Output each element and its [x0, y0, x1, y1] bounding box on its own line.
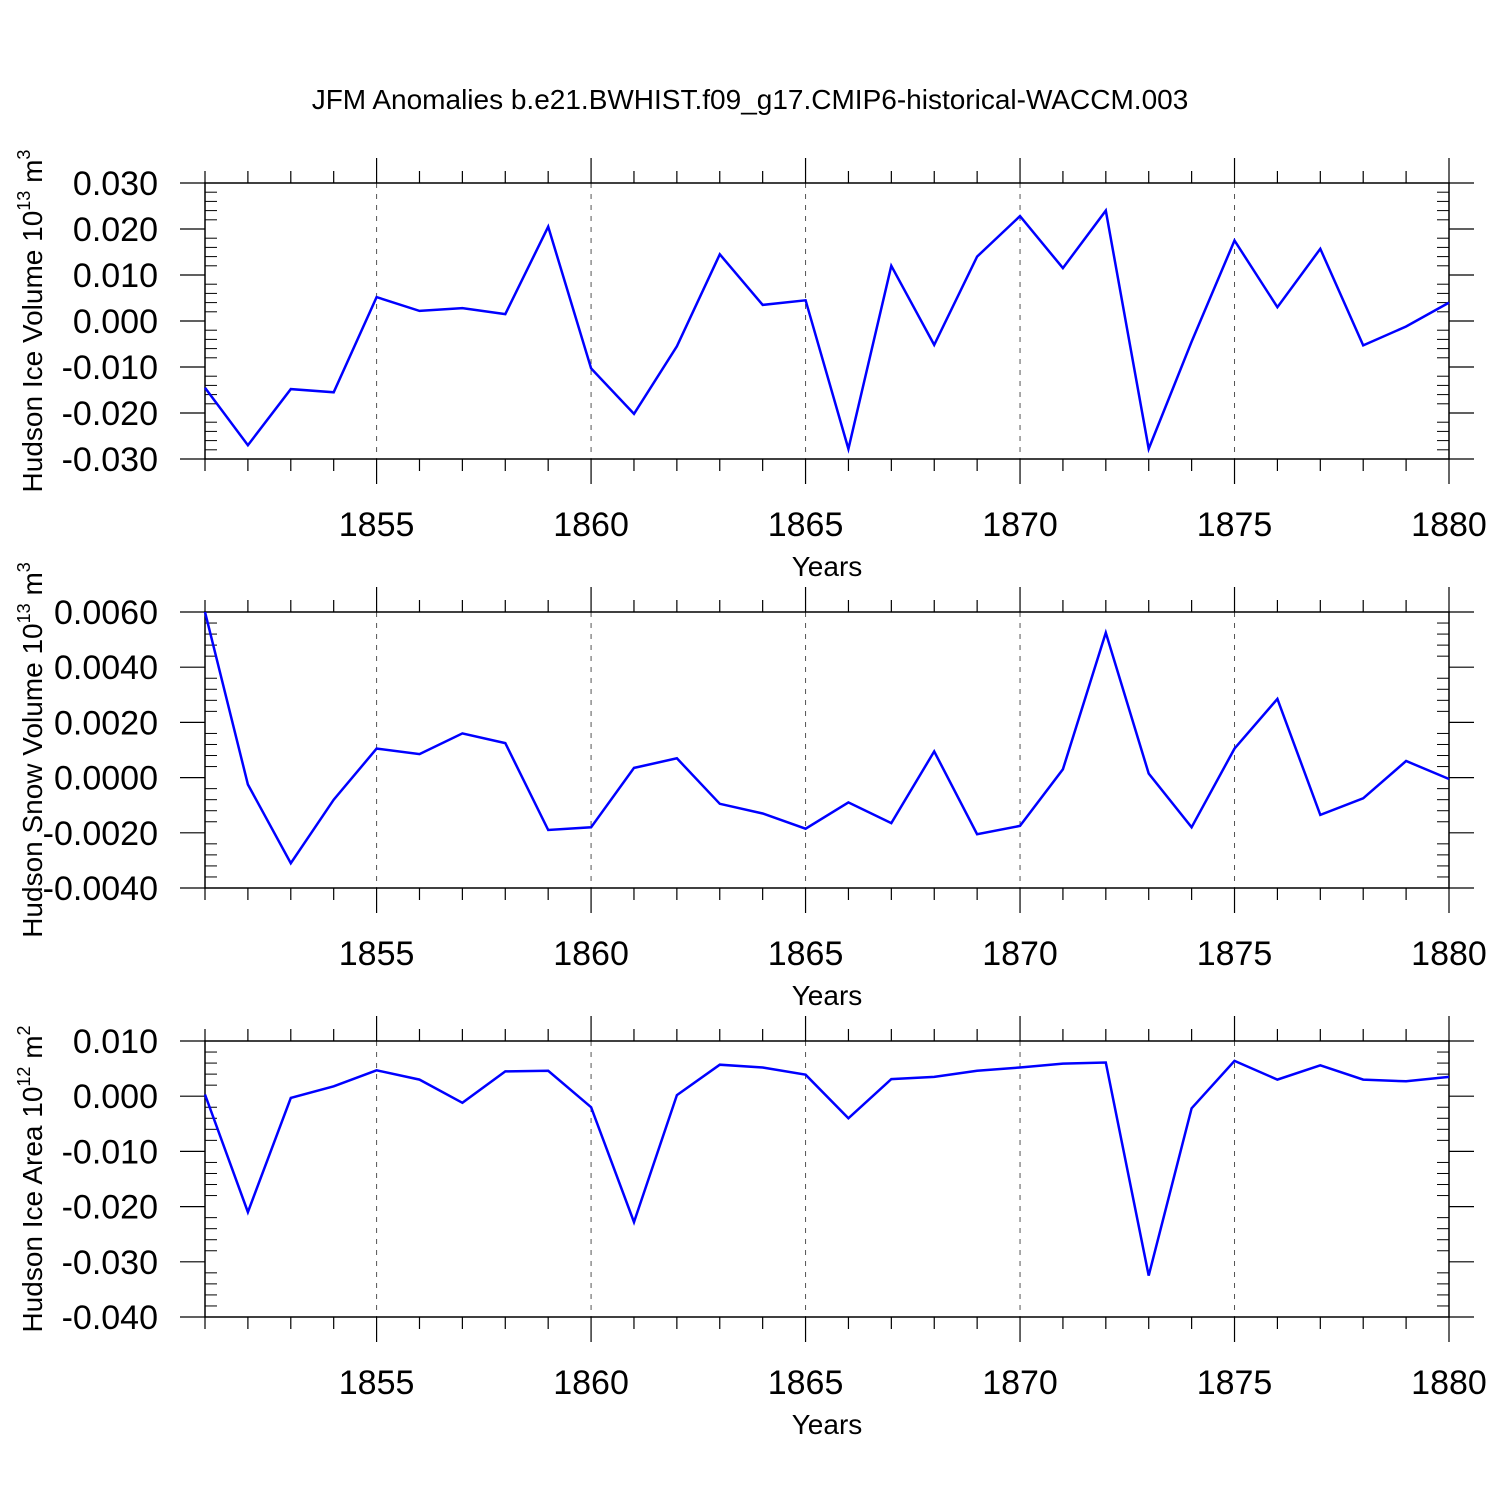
chart-panel-3: -0.040 -0.030 -0.020 -0.010 0.000 0.010 1855 18…	[14, 1016, 1487, 1440]
plot-frame	[204, 1040, 1450, 1318]
y-tick-label: 0.000	[73, 1078, 158, 1116]
x-tick-label: 1870	[982, 935, 1058, 973]
series-line	[203, 611, 1450, 866]
x-tick-label: 1860	[553, 935, 629, 973]
x-tick-label: 1865	[768, 1364, 844, 1402]
x-tick-label: 1880	[1411, 935, 1487, 973]
y-tick-label: -0.010	[62, 1133, 158, 1171]
y-tick-label: 0.0040	[54, 649, 158, 687]
y-tick-label: 0.010	[73, 1023, 158, 1061]
series-line	[203, 207, 1450, 454]
y-tick-label: -0.020	[62, 1189, 158, 1227]
y-tick-label: -0.040	[62, 1299, 158, 1337]
chart-panel-2: -0.0040 -0.0020 0.0000 0.0020 0.0040 0.0060 18…	[14, 562, 1487, 1011]
x-tick-label: 1865	[768, 935, 844, 973]
x-tick-label: 1855	[339, 506, 415, 544]
x-tick-label: 1865	[768, 506, 844, 544]
x-tick-label: 1870	[982, 1364, 1058, 1402]
x-axis-title: Years	[792, 551, 863, 582]
y-tick-label: 0.0060	[54, 594, 158, 632]
y-axis-title: Hudson Snow Volume 1013 m3	[14, 562, 48, 938]
y-tick-label: 0.010	[73, 257, 158, 295]
x-tick-label: 1855	[339, 935, 415, 973]
plot-frame	[204, 182, 1450, 460]
x-tick-label: 1875	[1197, 935, 1273, 973]
y-tick-label: -0.020	[62, 395, 158, 433]
y-tick-label: 0.020	[73, 211, 158, 249]
y-axis-title: Hudson Ice Area 1012 m2	[14, 1025, 48, 1332]
y-tick-label: 0.0020	[54, 704, 158, 742]
series-line	[203, 1059, 1450, 1276]
page-title: JFM Anomalies b.e21.BWHIST.f09_g17.CMIP6…	[311, 84, 1189, 115]
y-axis-title: Hudson Ice Volume 1013 m3	[14, 150, 48, 493]
y-tick-label: -0.030	[62, 441, 158, 479]
y-tick-label: -0.030	[62, 1244, 158, 1282]
x-axis-title: Years	[792, 980, 863, 1011]
x-tick-label: 1860	[553, 506, 629, 544]
x-tick-label: 1855	[339, 1364, 415, 1402]
y-tick-label: -0.010	[62, 349, 158, 387]
x-tick-label: 1870	[982, 506, 1058, 544]
x-tick-label: 1875	[1197, 1364, 1273, 1402]
y-tick-label: -0.0020	[43, 815, 158, 853]
x-tick-label: 1880	[1411, 1364, 1487, 1402]
chart-panel-1: -0.030 -0.020 -0.010 0.000 0.010 0.020 0.030 18…	[14, 150, 1487, 582]
plot-frame	[204, 611, 1450, 889]
y-tick-label: 0.000	[73, 303, 158, 341]
x-axis-title: Years	[792, 1409, 863, 1440]
x-tick-label: 1880	[1411, 506, 1487, 544]
y-tick-label: 0.0000	[54, 760, 158, 798]
y-tick-label: -0.0040	[43, 870, 158, 908]
x-tick-label: 1860	[553, 1364, 629, 1402]
x-tick-label: 1875	[1197, 506, 1273, 544]
y-tick-label: 0.030	[73, 165, 158, 203]
